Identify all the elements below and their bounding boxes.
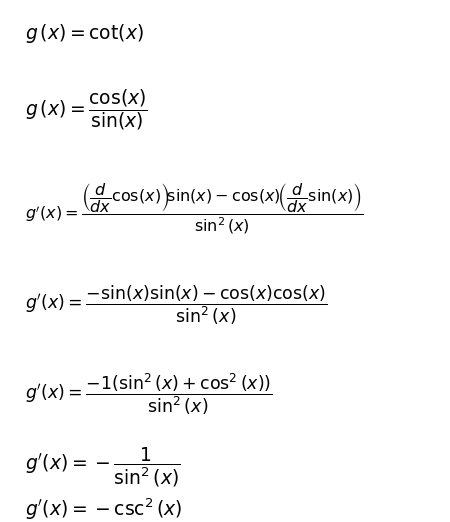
Text: $g'(x) = \dfrac{-\sin(x)\sin(x) - \cos(x)\cos(x)}{\sin^2(x)}$: $g'(x) = \dfrac{-\sin(x)\sin(x) - \cos(x… bbox=[25, 283, 327, 327]
Text: $g\,(x) = \cot(x)$: $g\,(x) = \cot(x)$ bbox=[25, 22, 144, 45]
Text: $g'(x) = -\dfrac{1}{\sin^2(x)}$: $g'(x) = -\dfrac{1}{\sin^2(x)}$ bbox=[25, 445, 180, 489]
Text: $g'(x) = \dfrac{\left(\dfrac{d}{dx}\cos(x)\right)\!\sin(x) - \cos(x)\!\left(\dfr: $g'(x) = \dfrac{\left(\dfrac{d}{dx}\cos(… bbox=[25, 182, 364, 236]
Text: $g'(x) = \dfrac{-1(\sin^2(x) + \cos^2(x))}{\sin^2(x)}$: $g'(x) = \dfrac{-1(\sin^2(x) + \cos^2(x)… bbox=[25, 371, 272, 417]
Text: $g'(x) = -\csc^2(x)$: $g'(x) = -\csc^2(x)$ bbox=[25, 496, 182, 521]
Text: $g\,(x) = \dfrac{\cos(x)}{\sin(x)}$: $g\,(x) = \dfrac{\cos(x)}{\sin(x)}$ bbox=[25, 87, 148, 132]
